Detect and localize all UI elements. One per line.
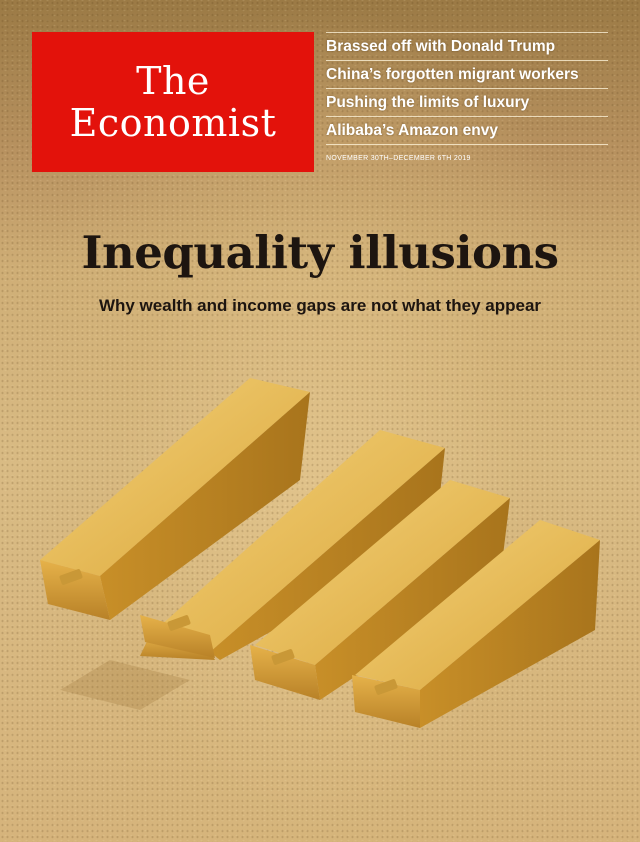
- masthead-line-1: The: [136, 59, 210, 103]
- gold-bars-illustration: [40, 378, 600, 728]
- gold-bar: [352, 520, 600, 728]
- teaser-item[interactable]: Alibaba’s Amazon envy: [326, 117, 608, 145]
- issue-dateline: NOVEMBER 30TH–DECEMBER 6TH 2019: [326, 155, 471, 162]
- teaser-item[interactable]: Brassed off with Donald Trump: [326, 32, 608, 61]
- teaser-item[interactable]: China’s forgotten migrant workers: [326, 61, 608, 89]
- gold-bar: [140, 430, 445, 660]
- masthead-logo[interactable]: The Economist: [32, 32, 314, 172]
- gold-bar: [40, 378, 310, 710]
- masthead-line-2: Economist: [69, 101, 277, 145]
- cover-headline: Inequality illusions: [81, 226, 559, 279]
- cover-teasers: Brassed off with Donald Trump China’s fo…: [326, 32, 608, 162]
- cover-subhead: Why wealth and income gaps are not what …: [98, 296, 542, 315]
- gold-bar: [250, 480, 510, 700]
- teaser-item[interactable]: Pushing the limits of luxury: [326, 89, 608, 117]
